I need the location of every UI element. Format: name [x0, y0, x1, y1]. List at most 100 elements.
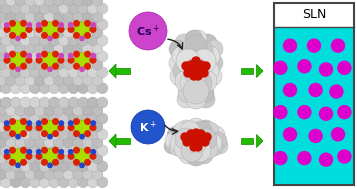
Circle shape: [10, 177, 21, 188]
Circle shape: [15, 43, 26, 54]
Circle shape: [202, 133, 222, 153]
Circle shape: [42, 120, 57, 135]
Circle shape: [165, 132, 183, 150]
Circle shape: [172, 46, 192, 66]
Circle shape: [44, 0, 55, 6]
Circle shape: [44, 27, 55, 38]
Circle shape: [10, 35, 21, 46]
Circle shape: [34, 105, 45, 116]
Circle shape: [30, 129, 40, 140]
Circle shape: [39, 35, 50, 46]
Circle shape: [195, 135, 203, 143]
Circle shape: [87, 67, 98, 78]
Circle shape: [10, 149, 25, 164]
Circle shape: [59, 145, 69, 156]
Circle shape: [189, 65, 197, 73]
Circle shape: [39, 83, 50, 94]
Circle shape: [82, 75, 93, 86]
Circle shape: [68, 51, 79, 62]
Circle shape: [191, 40, 213, 62]
Circle shape: [68, 125, 74, 130]
Circle shape: [68, 3, 79, 14]
Circle shape: [15, 153, 26, 164]
Circle shape: [27, 150, 31, 154]
Circle shape: [169, 40, 187, 58]
Circle shape: [80, 134, 84, 139]
Circle shape: [0, 113, 2, 124]
Circle shape: [0, 0, 7, 6]
Circle shape: [181, 140, 203, 162]
Circle shape: [77, 83, 89, 94]
Circle shape: [25, 105, 36, 116]
Circle shape: [97, 67, 108, 78]
Circle shape: [53, 147, 58, 153]
Circle shape: [82, 0, 93, 6]
Circle shape: [337, 61, 352, 75]
Circle shape: [73, 75, 84, 86]
Circle shape: [97, 35, 108, 46]
Circle shape: [26, 27, 32, 32]
Circle shape: [87, 129, 98, 140]
Circle shape: [69, 121, 73, 125]
Circle shape: [0, 51, 2, 62]
Circle shape: [59, 129, 69, 140]
Circle shape: [85, 21, 90, 26]
Circle shape: [10, 64, 15, 69]
Circle shape: [90, 153, 96, 159]
Circle shape: [75, 53, 90, 68]
Circle shape: [187, 118, 205, 136]
Circle shape: [20, 161, 31, 172]
Circle shape: [53, 160, 58, 165]
Circle shape: [73, 27, 84, 38]
Circle shape: [49, 51, 60, 62]
Circle shape: [195, 146, 213, 164]
Circle shape: [183, 138, 191, 146]
Circle shape: [92, 59, 103, 70]
Circle shape: [189, 30, 207, 48]
Circle shape: [297, 105, 312, 119]
Circle shape: [87, 161, 98, 172]
Circle shape: [329, 84, 343, 99]
Circle shape: [36, 53, 41, 58]
Circle shape: [15, 121, 26, 132]
Circle shape: [59, 35, 69, 46]
Circle shape: [207, 126, 225, 144]
Circle shape: [49, 19, 60, 30]
Circle shape: [54, 59, 64, 70]
Circle shape: [42, 21, 47, 26]
Circle shape: [42, 149, 57, 164]
Circle shape: [59, 97, 69, 108]
Circle shape: [331, 127, 345, 142]
Circle shape: [82, 27, 93, 38]
Circle shape: [10, 22, 25, 37]
Circle shape: [97, 161, 108, 172]
Circle shape: [63, 27, 74, 38]
Circle shape: [87, 97, 98, 108]
Circle shape: [82, 11, 93, 22]
Circle shape: [180, 121, 200, 141]
Circle shape: [91, 150, 95, 154]
Circle shape: [200, 69, 208, 77]
Circle shape: [30, 177, 40, 188]
Circle shape: [16, 134, 20, 139]
Circle shape: [36, 121, 41, 125]
Circle shape: [44, 11, 55, 22]
Circle shape: [36, 150, 41, 154]
Circle shape: [0, 19, 2, 30]
Circle shape: [319, 107, 333, 121]
Circle shape: [73, 137, 84, 148]
Circle shape: [69, 150, 73, 154]
Circle shape: [63, 0, 74, 6]
Circle shape: [185, 35, 207, 57]
Circle shape: [319, 62, 333, 77]
Circle shape: [68, 19, 79, 30]
Circle shape: [44, 153, 55, 164]
Circle shape: [82, 169, 93, 180]
Circle shape: [194, 143, 202, 151]
Circle shape: [21, 51, 26, 57]
Circle shape: [202, 62, 210, 70]
Circle shape: [297, 151, 312, 165]
Bar: [241, 138, 253, 144]
Circle shape: [63, 137, 74, 148]
Circle shape: [5, 23, 9, 27]
